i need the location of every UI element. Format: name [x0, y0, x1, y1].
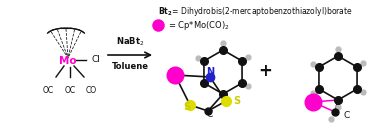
Text: Cl: Cl	[91, 55, 100, 65]
Text: S: S	[183, 102, 191, 112]
Text: = Cp*Mo(CO)$_2$: = Cp*Mo(CO)$_2$	[168, 18, 229, 32]
Text: N: N	[206, 67, 214, 77]
Text: C: C	[207, 110, 213, 119]
Text: S: S	[233, 96, 240, 106]
Text: C: C	[343, 111, 349, 120]
Text: +: +	[258, 62, 272, 80]
Text: OC: OC	[64, 86, 76, 95]
Text: NaBt$_2$: NaBt$_2$	[116, 36, 144, 48]
Text: Toluene: Toluene	[112, 62, 149, 71]
Text: Mo: Mo	[59, 56, 77, 66]
Text: $\mathbf{Bt_2}$= Dihydrobis(2-mercaptobenzothiazolyl)borate: $\mathbf{Bt_2}$= Dihydrobis(2-mercaptobe…	[158, 5, 353, 18]
Text: OC: OC	[42, 86, 54, 95]
Text: CO: CO	[85, 86, 96, 95]
